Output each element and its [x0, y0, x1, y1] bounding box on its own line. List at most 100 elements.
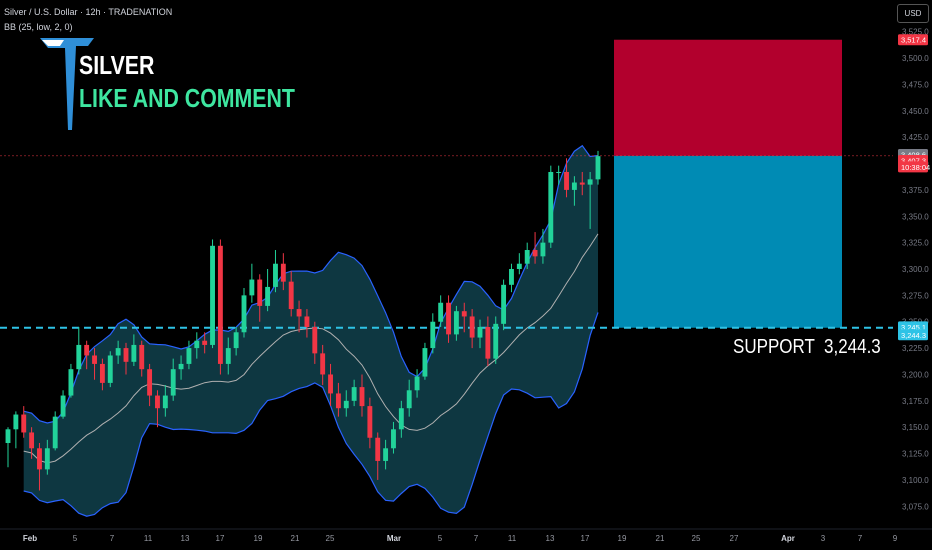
candle: [241, 287, 247, 338]
time-tick-label: 19: [254, 534, 263, 543]
price-tick-label: 3,175.0: [902, 397, 929, 406]
price-tick-label: 3,100.0: [902, 476, 929, 485]
brand-logo-icon: [40, 38, 94, 130]
candle-body: [430, 321, 436, 349]
currency-button[interactable]: USD: [897, 4, 929, 23]
time-tick-label: 11: [508, 534, 517, 543]
time-tick-label: 11: [144, 534, 153, 543]
candle: [139, 340, 145, 377]
candle: [68, 363, 74, 398]
candle-body: [375, 437, 381, 461]
candle-body: [343, 400, 349, 409]
candle-body: [579, 182, 585, 185]
candle-body: [115, 348, 121, 356]
candle: [265, 269, 271, 312]
candle-body: [509, 269, 514, 285]
candle: [587, 171, 593, 229]
candle: [170, 358, 176, 401]
symbol-title: Silver / U.S. Dollar · 12h · TRADENATION: [4, 7, 173, 17]
time-tick-label: Apr: [781, 534, 795, 543]
candle-body: [548, 171, 554, 243]
candle: [375, 432, 381, 480]
price-tick-label: 3,275.0: [902, 291, 929, 300]
candle: [312, 321, 318, 364]
candle: [233, 327, 239, 356]
price-badge-label: 3,517.4: [901, 36, 926, 45]
price-axis[interactable]: 3,075.0 3,100.0 3,125.0 3,150.0 3,175.0 3,200…: [898, 28, 930, 512]
time-axis[interactable]: Feb 5 7 11 13 17 19 21 25 Mar 5 7 11 13 17 19 21 25 27 Apr 3…: [0, 528, 932, 543]
candle-body: [147, 369, 153, 396]
candle: [21, 406, 27, 438]
candle-body: [162, 395, 168, 409]
bb-lower-band: [23, 312, 599, 517]
candle: [202, 332, 208, 354]
candle-body: [21, 414, 27, 433]
candle: [367, 397, 373, 449]
candle: [477, 319, 483, 349]
candle-body: [304, 316, 310, 328]
candle-body: [233, 332, 239, 349]
candle: [485, 316, 491, 367]
price-badge-label: 3,245.1: [901, 323, 926, 332]
candle-body: [406, 390, 412, 409]
candle: [461, 302, 467, 333]
candle-body: [288, 281, 294, 310]
time-tick-label: 17: [216, 534, 225, 543]
candle: [469, 309, 475, 349]
candle-body: [351, 387, 357, 401]
candle-body: [29, 432, 35, 449]
price-badge-label: 10:38:04: [901, 163, 930, 172]
candle-body: [99, 363, 105, 383]
price-tick-label: 3,350.0: [902, 212, 929, 221]
price-tick-label: 3,450.0: [902, 107, 929, 116]
candle: [210, 239, 215, 349]
candle-body: [595, 156, 601, 180]
candle-body: [359, 387, 365, 407]
candle: [343, 390, 349, 417]
candle: [147, 363, 153, 407]
candle-body: [414, 376, 420, 391]
candle: [556, 165, 562, 185]
candle-body: [540, 242, 546, 257]
price-tick-label: 3,125.0: [902, 450, 929, 459]
candle: [217, 239, 223, 375]
candle: [44, 439, 50, 475]
candle-body: [328, 374, 333, 394]
candle: [383, 439, 389, 470]
time-tick-label: 25: [692, 534, 701, 543]
time-tick-label: 25: [326, 534, 335, 543]
candle: [438, 295, 444, 328]
candle-body: [280, 263, 286, 282]
candle: [571, 176, 577, 206]
candle-body: [178, 363, 184, 370]
candle-body: [84, 344, 90, 356]
candle-body: [107, 355, 113, 383]
candle-body: [556, 171, 562, 173]
candle-body: [60, 395, 66, 417]
candles: [5, 150, 601, 491]
price-tick-label: 3,325.0: [902, 239, 929, 248]
price-badge: 10:38:04: [898, 161, 930, 173]
take-profit-zone[interactable]: [614, 155, 842, 328]
candle-body: [37, 448, 42, 470]
candle-body: [469, 316, 475, 338]
price-tick-label: 3,150.0: [902, 423, 929, 432]
candle-body: [438, 302, 444, 322]
price-tick-label: 3,425.0: [902, 133, 929, 142]
candle-body: [493, 323, 499, 359]
candle: [76, 327, 82, 375]
candle-body: [131, 344, 137, 362]
time-tick-label: 13: [546, 534, 555, 543]
price-tick-label: 3,300.0: [902, 265, 929, 274]
candle: [532, 232, 538, 264]
candle-body: [587, 179, 593, 185]
price-tick-label: 3,200.0: [902, 370, 929, 379]
brand-title: SILVER: [79, 50, 155, 80]
candle: [446, 295, 451, 343]
stop-loss-zone[interactable]: [614, 39, 842, 156]
candle-body: [76, 344, 82, 370]
support-label: SUPPORT: [733, 336, 815, 358]
candle: [516, 253, 522, 275]
candle: [29, 427, 35, 459]
